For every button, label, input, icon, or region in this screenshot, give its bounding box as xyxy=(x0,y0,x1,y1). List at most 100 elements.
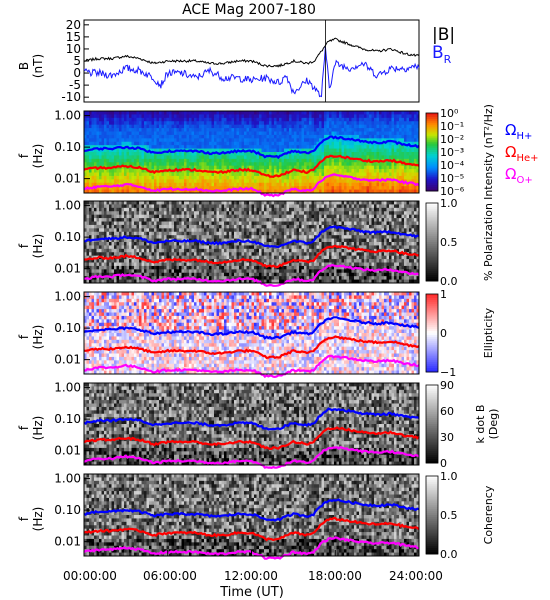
b-panel-ylabel-bottom: (nT) xyxy=(31,54,45,78)
power-spectrum-ylabel-top: f xyxy=(17,153,31,158)
power-spectrum-colorbar-label: Intensity (nT²/Hz) xyxy=(482,104,495,200)
coherency-ylabel-bottom: (Hz) xyxy=(31,507,45,532)
x-axis-label: Time (UT) xyxy=(219,585,284,600)
freq-tick-label: 0.01 xyxy=(54,262,81,276)
colorbar-tick-label: 1 xyxy=(440,288,447,301)
gyro-curve-He+ xyxy=(83,335,420,360)
colorbar-tick-label: 10⁻⁶ xyxy=(440,185,465,198)
gyrofrequency-legend: ΩH+ ΩHe+ ΩO+ xyxy=(505,121,539,186)
gyro-curve-H+ xyxy=(83,498,420,522)
polarization-ylabel-top: f xyxy=(17,243,31,248)
b-ytick-label: 5 xyxy=(73,54,81,68)
b-ytick-label: 20 xyxy=(66,18,81,32)
colorbar-tick-label: 0.5 xyxy=(440,236,458,249)
kdotb-colorbar-label: k dot B xyxy=(474,405,487,444)
xtick-label-3: 18:00:00 xyxy=(308,569,362,583)
freq-tick-label: 0.10 xyxy=(54,321,81,335)
legend-b-magnitude: |B| xyxy=(432,25,455,45)
ellipticity-gyro-curves xyxy=(83,316,420,379)
polarization-panel: f (Hz) 1.00 0.10 0.01 1.0 0.5 0.0 % Polarization xyxy=(17,197,495,288)
xtick-label-2: 12:00:00 xyxy=(224,569,278,583)
colorbar-tick-label: −1 xyxy=(440,366,456,379)
power-spectrum-frame xyxy=(83,110,420,194)
freq-tick-label: 1.00 xyxy=(54,109,81,123)
kdotb-colorbar: 90 60 30 0 k dot B (Deg) xyxy=(425,379,500,470)
figure-title: ACE Mag 2007-180 xyxy=(182,2,316,18)
gyro-curve-O+ xyxy=(84,263,420,287)
gyro-curve-O+ xyxy=(83,173,420,198)
polarization-frame xyxy=(83,200,420,284)
b-ytick-label: -10 xyxy=(61,90,81,104)
b-ytick-label: 0 xyxy=(73,66,81,80)
colorbar-tick-label: 10⁻² xyxy=(440,133,464,146)
freq-tick-label: 0.10 xyxy=(54,140,81,154)
gyro-curve-H+ xyxy=(83,407,420,431)
power-spectrum-panel: f (Hz) 1.00 0.10 0.01 10⁰10⁻¹10⁻²10⁻³10⁻⁴10⁻⁵… xyxy=(17,104,495,200)
colorbar-tick-label: 60 xyxy=(440,405,454,418)
freq-tick-label: 0.10 xyxy=(54,230,81,244)
colorbar-tick-label: 0.0 xyxy=(440,548,458,561)
ellipticity-colorbar-label: Ellipticity xyxy=(482,307,495,358)
gyro-label-he: ΩHe+ xyxy=(505,143,539,164)
kdotb-panel: f (Hz) 1.00 0.10 0.01 90 60 30 0 k dot B (Deg) xyxy=(17,379,500,470)
freq-tick-label: 1.00 xyxy=(54,381,81,395)
polarization-ylabel-bottom: (Hz) xyxy=(31,234,45,259)
power-spectrum-ylabel-bottom: (Hz) xyxy=(31,144,45,169)
kdotb-gyro-curves xyxy=(83,407,420,469)
colorbar-tick-label: 90 xyxy=(440,379,454,392)
freq-tick-label: 0.01 xyxy=(54,353,81,367)
x-axis: 00:00:00 06:00:00 12:00:00 18:00:00 24:0… xyxy=(63,569,443,600)
ellipticity-colorbar: 1 0 −1 Ellipticity xyxy=(425,288,495,379)
b-ytick-label: 15 xyxy=(66,30,81,44)
colorbar-tick-label: 10⁻¹ xyxy=(440,120,464,133)
coherency-ylabel-top: f xyxy=(17,516,31,521)
legend-b-radial: BR xyxy=(432,43,452,66)
colorbar-tick-label: 1.0 xyxy=(440,197,458,210)
b-ytick-label: -5 xyxy=(69,78,81,92)
xtick-label-0: 00:00:00 xyxy=(63,569,117,583)
colorbar-tick-label: 10⁰ xyxy=(440,107,459,120)
b-panel-series xyxy=(83,20,420,102)
freq-tick-label: 0.10 xyxy=(54,503,81,517)
gyro-label-o: ΩO+ xyxy=(505,165,533,186)
colorbar-tick-label: 0 xyxy=(440,457,447,470)
freq-tick-label: 0.10 xyxy=(54,412,81,426)
freq-tick-label: 0.01 xyxy=(54,172,81,186)
kdotb-ylabel-bottom: (Hz) xyxy=(31,416,45,441)
freq-tick-label: 0.01 xyxy=(54,535,81,549)
colorbar-tick-label: 10⁻³ xyxy=(440,146,464,159)
ellipticity-ylabel-top: f xyxy=(17,334,31,339)
ellipticity-frame xyxy=(83,291,420,375)
gyro-curve-H+ xyxy=(83,135,420,160)
series-line-b-radial xyxy=(83,46,420,98)
polarization-gyro-curves xyxy=(83,225,420,287)
xtick-label-1: 06:00:00 xyxy=(143,569,197,583)
ellipticity-panel: f (Hz) 1.00 0.10 0.01 1 0 −1 Ellipticity xyxy=(17,288,495,379)
gyro-curve-He+ xyxy=(83,154,420,179)
polarization-colorbar-label: % Polarization xyxy=(482,203,495,281)
b-panel-ylabel-top: B xyxy=(17,62,31,70)
coherency-heatmap xyxy=(84,474,420,557)
kdotb-ylabel-top: f xyxy=(17,425,31,430)
gyro-curve-He+ xyxy=(84,244,420,269)
coherency-colorbar: 1.0 0.5 0.0 Coherency xyxy=(425,470,495,561)
spectral-panels: f (Hz)1.000.100.0110⁰10⁻¹10⁻²10⁻³10⁻⁴10⁻⁵… xyxy=(17,104,500,561)
colorbar-tick-label: 0.0 xyxy=(440,275,458,288)
colorbar-tick-label: 10⁻⁵ xyxy=(440,172,464,185)
series-line-b-magnitude xyxy=(83,37,420,68)
colorbar-tick-label: 0 xyxy=(440,327,447,340)
b-ytick-label: 10 xyxy=(66,42,81,56)
freq-tick-label: 1.00 xyxy=(54,472,81,486)
colorbar-tick-label: 10⁻⁴ xyxy=(440,159,465,172)
polarization-colorbar: 1.0 0.5 0.0 % Polarization xyxy=(425,197,495,288)
freq-tick-label: 1.00 xyxy=(54,290,81,304)
coherency-panel: f (Hz) 1.00 0.10 0.01 1.0 0.5 0.0 Coherency xyxy=(17,470,495,561)
colorbar-tick-label: 1.0 xyxy=(440,470,458,483)
kdotb-colorbar-label-unit: (Deg) xyxy=(487,409,500,440)
colorbar-tick-label: 30 xyxy=(440,431,454,444)
gyro-curve-H+ xyxy=(83,316,420,340)
gyro-curve-He+ xyxy=(83,517,420,542)
